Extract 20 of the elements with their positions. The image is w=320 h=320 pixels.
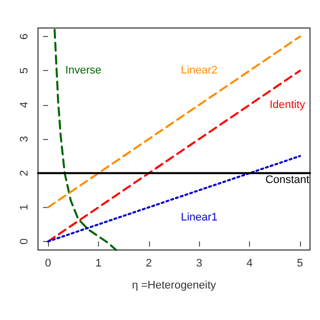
y-tick-label: 2 bbox=[18, 170, 30, 176]
series-label: Inverse bbox=[65, 64, 102, 77]
line-series bbox=[54, 28, 118, 251]
y-tick-label: 5 bbox=[18, 68, 30, 74]
x-tick-label: 2 bbox=[146, 258, 152, 270]
x-tick-label: 0 bbox=[45, 258, 52, 270]
y-tick-label: 6 bbox=[18, 33, 30, 40]
x-axis-title: η =Heterogeneity bbox=[132, 280, 217, 292]
series-label: Linear2 bbox=[180, 64, 218, 77]
x-tick-label: 4 bbox=[246, 258, 253, 270]
series-label: Linear1 bbox=[180, 212, 218, 224]
x-tick-label: 3 bbox=[196, 258, 202, 270]
y-tick-label: 0 bbox=[18, 238, 30, 245]
y-tick-label: 4 bbox=[18, 102, 30, 108]
x-tick-label: 1 bbox=[95, 258, 102, 270]
series-label: Identity bbox=[270, 98, 306, 111]
y-tick-label: 3 bbox=[18, 136, 30, 142]
series-label: Constant bbox=[265, 174, 310, 186]
x-tick-label: 5 bbox=[296, 258, 303, 270]
y-tick-label: 1 bbox=[18, 204, 30, 210]
